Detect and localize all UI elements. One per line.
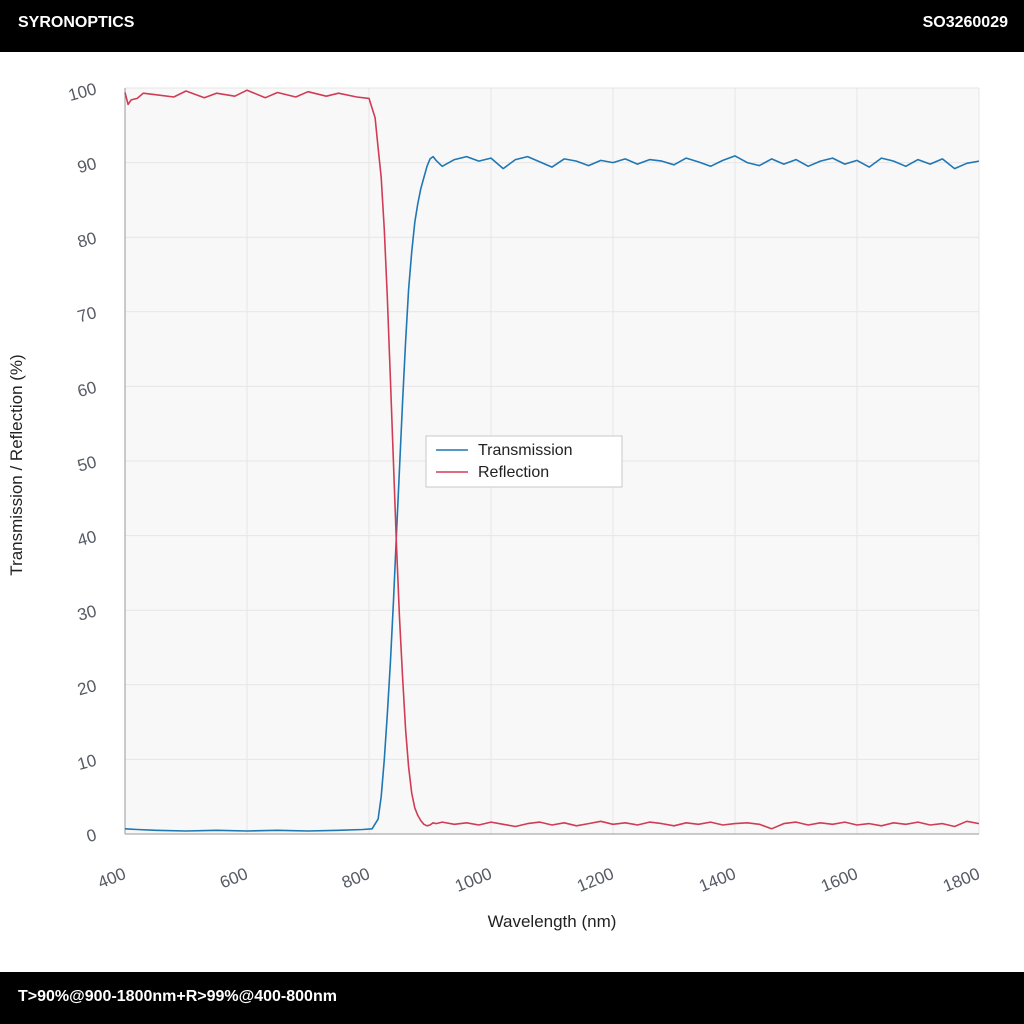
- x-tick-label: 1600: [818, 864, 860, 896]
- y-tick-label: 0: [85, 825, 99, 846]
- brand-name: SYRONOPTICS: [18, 14, 135, 31]
- legend-label-reflection: Reflection: [478, 464, 549, 481]
- y-tick-label: 40: [75, 527, 98, 550]
- axes: [124, 88, 979, 835]
- series-lines: [124, 89, 980, 832]
- x-tick-label: 1200: [574, 864, 616, 896]
- footer-bar: T>90%@900-1800nm+R>99%@400-800nm: [0, 972, 1024, 1024]
- y-tick-label: 10: [75, 751, 98, 774]
- legend-box: [425, 435, 623, 488]
- y-tick-label: 60: [75, 378, 98, 401]
- series-line-reflection: [124, 89, 980, 830]
- x-tick-label: 600: [217, 864, 250, 892]
- y-tick-label: 90: [75, 154, 98, 177]
- y-tick-label: 50: [75, 452, 98, 475]
- x-tick-label: 1400: [696, 864, 738, 896]
- product-code: SO3260029: [922, 14, 1008, 31]
- y-tick-label: 20: [75, 676, 98, 699]
- y-tick-label: 80: [75, 229, 98, 252]
- legend-label-transmission: Transmission: [478, 442, 573, 459]
- y-tick-label: 100: [66, 79, 98, 105]
- header-bar: SYRONOPTICS SO3260029: [0, 0, 1024, 52]
- x-tick-label: 1000: [452, 864, 494, 896]
- y-tick-label: 30: [75, 602, 98, 625]
- y-axis-title: Transmission / Reflection (%): [7, 354, 26, 575]
- x-tick-label: 800: [339, 864, 372, 892]
- x-tick-label: 400: [95, 864, 128, 892]
- y-tick-label: 70: [75, 303, 98, 326]
- series-line-transmission: [124, 155, 980, 832]
- x-axis-title: Wavelength (nm): [488, 912, 617, 931]
- chart-legend: Transmission Reflection: [425, 435, 623, 488]
- spec-text: T>90%@900-1800nm+R>99%@400-800nm: [18, 988, 337, 1005]
- spectrum-chart: 0 10 20 30 40 50 60 70 80 90 100 400 600 800 1000 1200 1…: [7, 79, 982, 931]
- x-tick-label: 1800: [940, 864, 982, 896]
